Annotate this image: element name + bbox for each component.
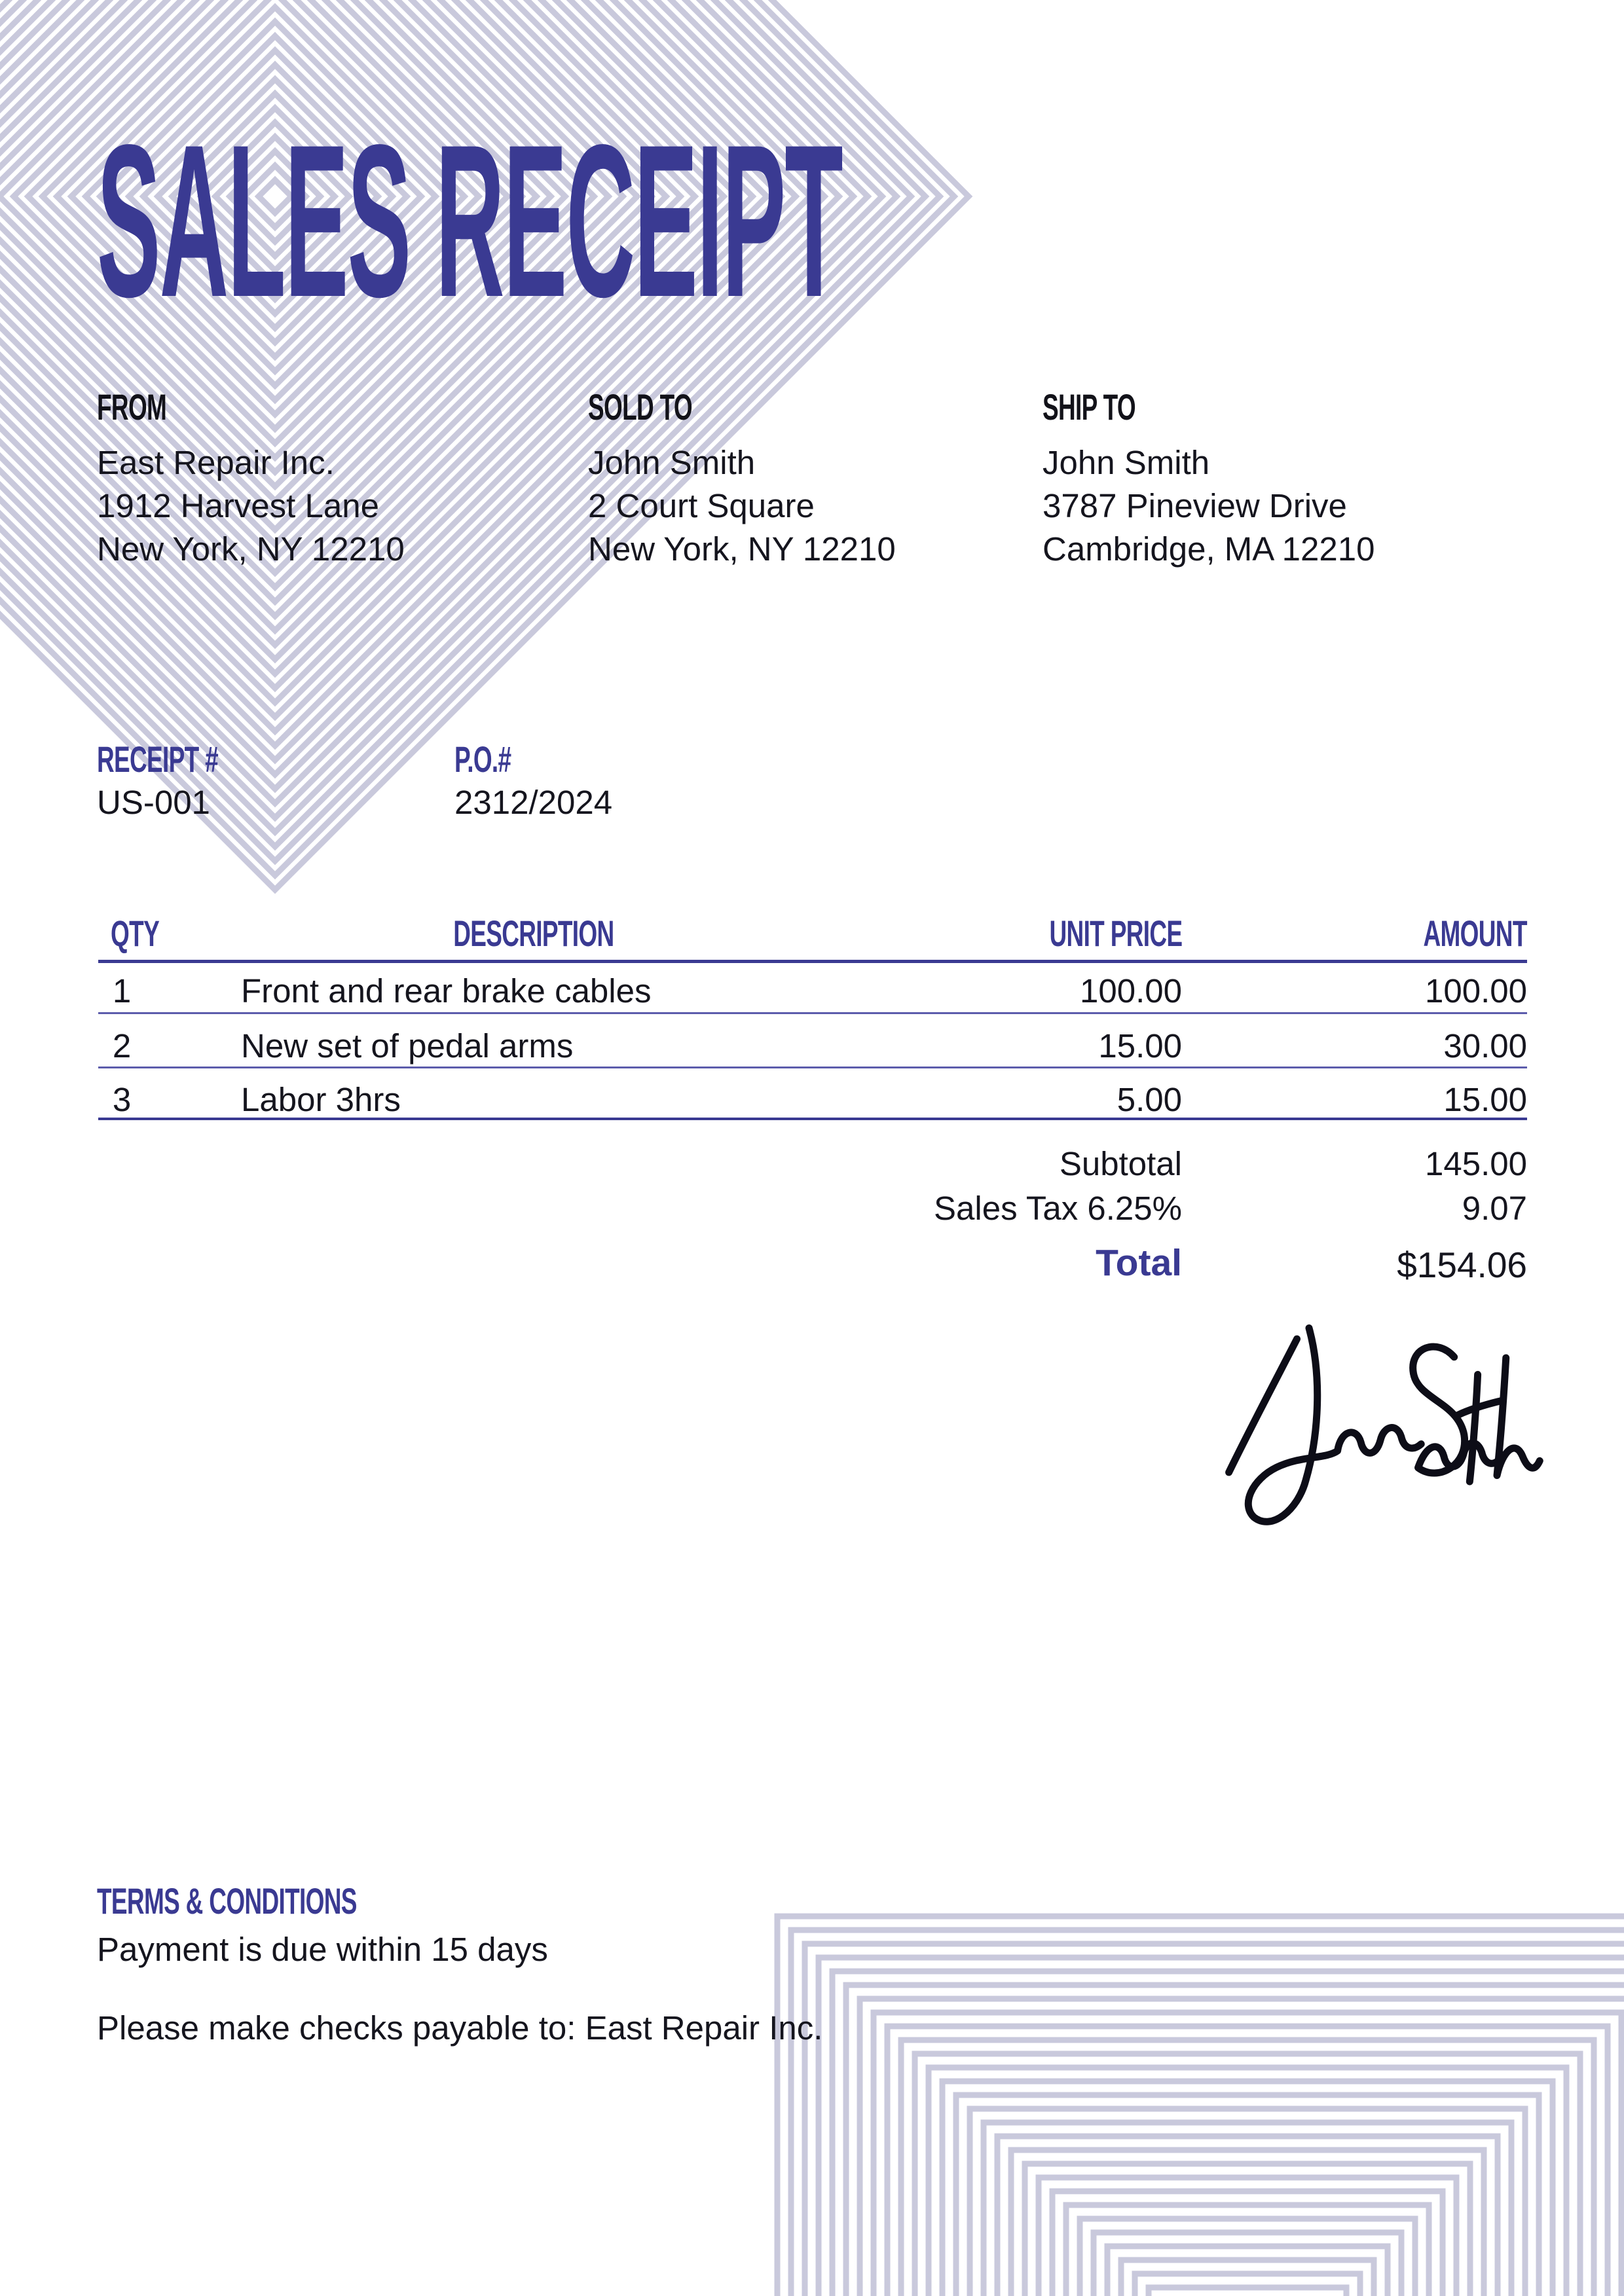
unit-price-column-header-cell: UNIT PRICE — [946, 913, 1183, 954]
from-section: FROM East Repair Inc. 1912 Harvest Lane … — [97, 389, 405, 571]
row-description: Front and rear brake cables — [241, 972, 652, 1010]
amount-column-header: AMOUNT — [1423, 913, 1528, 954]
total-label: Total — [1096, 1242, 1182, 1284]
ship-to-line: Cambridge, MA 12210 — [1043, 530, 1375, 568]
table-row: 1 Front and rear brake cables 100.00 100… — [98, 972, 1527, 1011]
subtotal-value: 145.00 — [1425, 1145, 1527, 1182]
ship-to-section: SHIP TO John Smith 3787 Pineview Drive C… — [1043, 389, 1375, 571]
table-row: 3 Labor 3hrs 5.00 15.00 — [98, 1080, 1527, 1120]
subtotal-label: Subtotal — [1059, 1145, 1182, 1182]
row-description: Labor 3hrs — [241, 1081, 401, 1118]
receipt-number-value: US-001 — [97, 784, 210, 821]
ship-to-label: SHIP TO — [1043, 386, 1136, 428]
amount-column-header-cell: AMOUNT — [1291, 913, 1528, 954]
row-qty: 1 — [112, 972, 132, 1010]
sold-to-section: SOLD TO John Smith 2 Court Square New Yo… — [588, 389, 896, 571]
ship-to-line: John Smith — [1043, 444, 1210, 481]
receipt-number-label-wrap: RECEIPT # — [97, 741, 280, 778]
from-address: East Repair Inc. 1912 Harvest Lane New Y… — [97, 441, 405, 571]
row-qty: 3 — [112, 1081, 132, 1118]
sold-to-line: John Smith — [588, 444, 756, 481]
row-amount: 15.00 — [1443, 1081, 1527, 1118]
table-header-row: QTY DESCRIPTION UNIT PRICE AMOUNT — [98, 913, 1528, 955]
row-divider — [98, 1012, 1527, 1014]
from-line: New York, NY 12210 — [97, 530, 405, 568]
from-line: East Repair Inc. — [97, 444, 335, 481]
ship-to-address: John Smith 3787 Pineview Drive Cambridge… — [1043, 441, 1375, 571]
signature-stroke — [1244, 1324, 1425, 1525]
chevron-diamond-pattern — [0, 0, 973, 894]
signature-stroke — [1409, 1343, 1504, 1477]
signature — [1225, 1324, 1543, 1525]
terms-line: Please make checks payable to: East Repa… — [97, 2009, 823, 2047]
table-header-divider — [98, 960, 1527, 963]
from-line: 1912 Harvest Lane — [97, 487, 379, 524]
po-number-label: P.O.# — [454, 738, 511, 780]
signature-stroke — [1225, 1335, 1301, 1476]
sold-to-address: John Smith 2 Court Square New York, NY 1… — [588, 441, 896, 571]
sold-to-label: SOLD TO — [588, 386, 693, 428]
sold-to-line: 2 Court Square — [588, 487, 815, 524]
terms-section: TERMS & CONDITIONS — [97, 1883, 490, 1920]
from-label: FROM — [97, 386, 167, 428]
qty-column-header-cell: QTY — [98, 915, 160, 952]
table-row: 2 New set of pedal arms 15.00 30.00 — [98, 1027, 1527, 1066]
po-number-label-wrap: P.O.# — [454, 741, 540, 778]
terms-label: TERMS & CONDITIONS — [97, 1880, 357, 1922]
terms-line: Payment is due within 15 days — [97, 1931, 548, 1968]
receipt-number-label: RECEIPT # — [97, 738, 219, 780]
sales-tax-label: Sales Tax 6.25% — [934, 1190, 1182, 1227]
total-value: $154.06 — [1397, 1245, 1527, 1285]
row-qty: 2 — [112, 1027, 132, 1065]
concentric-square-pattern — [774, 1913, 1624, 2296]
signature-stroke — [1454, 1354, 1543, 1485]
row-divider — [98, 1066, 1527, 1068]
row-unit-price: 100.00 — [1080, 972, 1182, 1010]
sold-to-line: New York, NY 12210 — [588, 530, 896, 568]
description-column-header-cell: DESCRIPTION — [190, 915, 877, 952]
ship-to-line: 3787 Pineview Drive — [1043, 487, 1347, 524]
row-description: New set of pedal arms — [241, 1027, 574, 1065]
sales-tax-value: 9.07 — [1462, 1190, 1527, 1227]
row-amount: 100.00 — [1425, 972, 1527, 1010]
row-amount: 30.00 — [1443, 1027, 1527, 1065]
po-number-value: 2312/2024 — [454, 784, 613, 821]
row-unit-price: 5.00 — [1116, 1081, 1182, 1118]
qty-column-header: QTY — [111, 913, 160, 954]
row-unit-price: 15.00 — [1098, 1027, 1182, 1065]
table-bottom-divider — [98, 1118, 1527, 1120]
page-title: SALES RECEIPT — [97, 100, 843, 342]
unit-price-column-header: UNIT PRICE — [1049, 913, 1183, 954]
description-column-header: DESCRIPTION — [453, 913, 614, 954]
